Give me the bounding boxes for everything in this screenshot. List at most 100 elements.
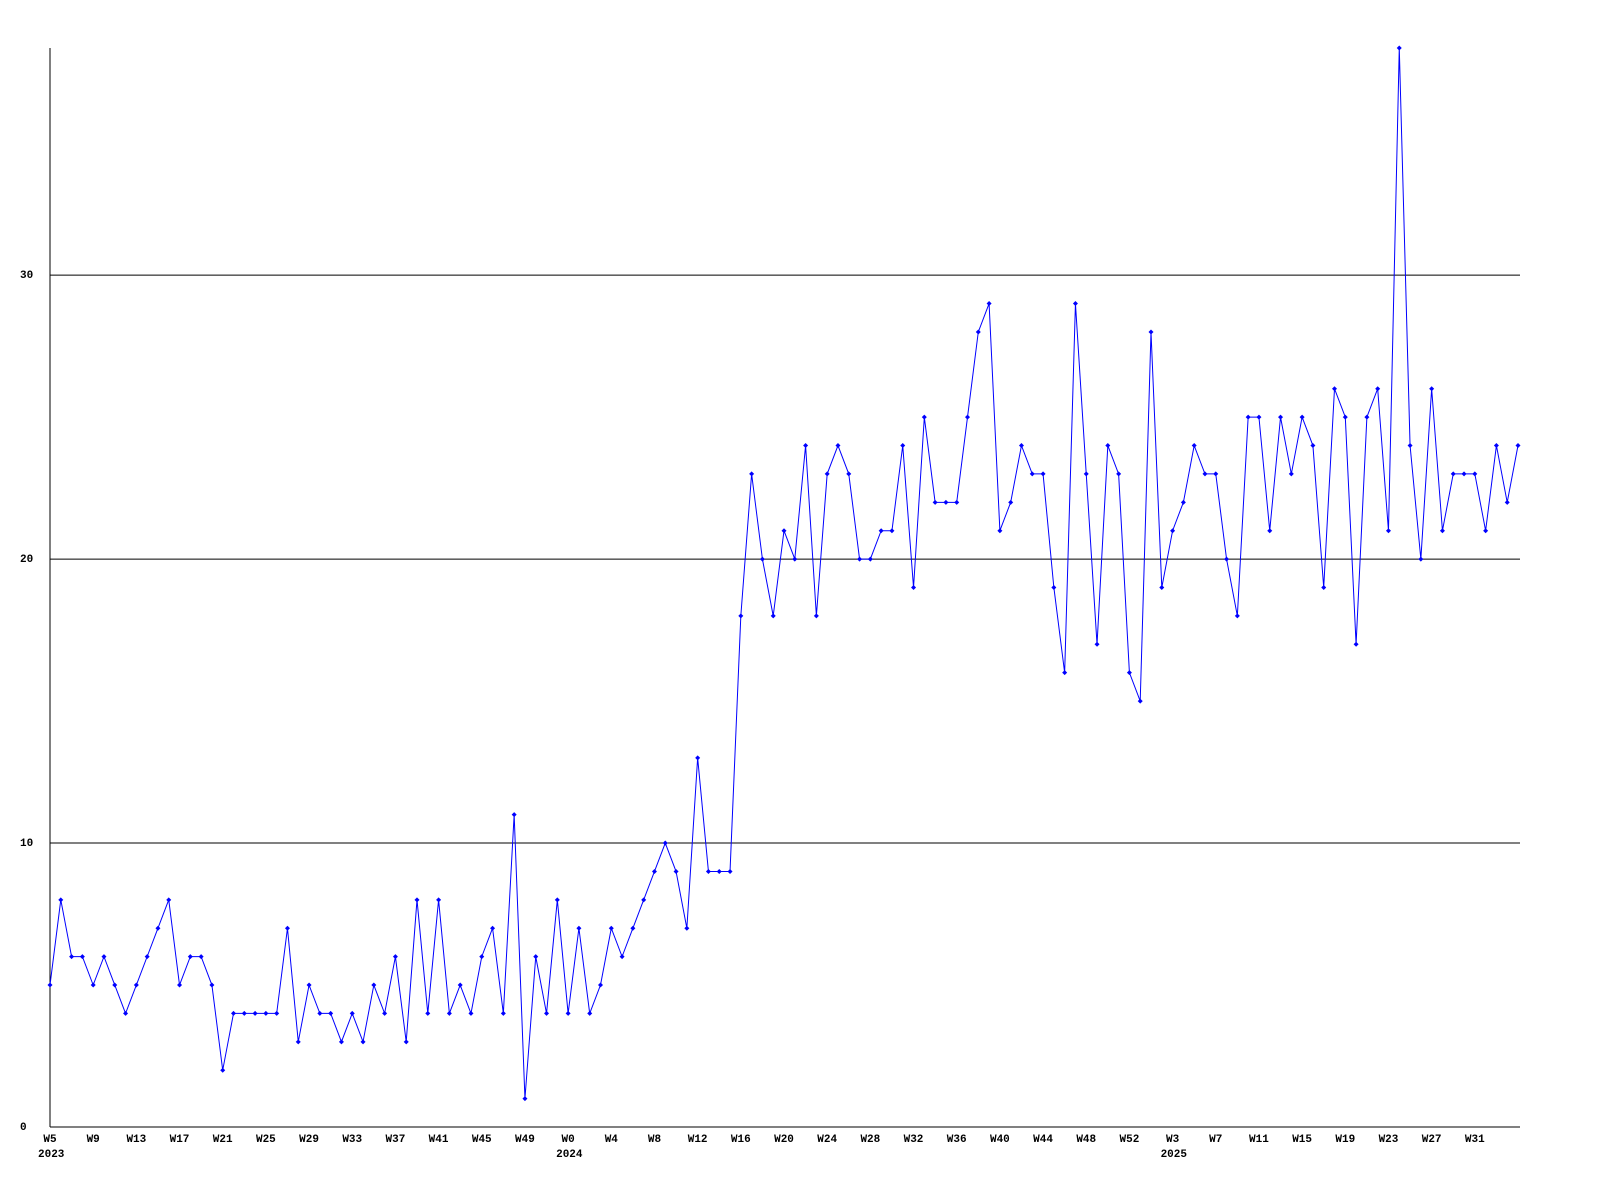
x-tick-label: W0 bbox=[562, 1134, 575, 1146]
data-point bbox=[274, 1010, 280, 1016]
data-point bbox=[1094, 641, 1100, 647]
x-tick-label: W23 bbox=[1379, 1134, 1399, 1146]
x-tick-label: W7 bbox=[1209, 1134, 1222, 1146]
x-tick-label: W19 bbox=[1335, 1134, 1355, 1146]
data-point bbox=[1515, 443, 1521, 449]
data-point bbox=[1332, 386, 1337, 392]
data-point bbox=[306, 982, 312, 988]
data-point bbox=[220, 1067, 226, 1073]
data-point bbox=[1137, 698, 1143, 704]
data-point bbox=[986, 301, 992, 307]
x-tick-label: W11 bbox=[1249, 1134, 1269, 1146]
data-point bbox=[144, 954, 150, 960]
x-tick-label: W15 bbox=[1292, 1134, 1312, 1146]
x-tick-label: W8 bbox=[648, 1134, 662, 1146]
data-point bbox=[187, 954, 193, 960]
x-tick-label: W16 bbox=[731, 1134, 751, 1146]
data-point bbox=[608, 925, 614, 931]
data-point bbox=[1299, 414, 1305, 420]
data-point bbox=[727, 868, 733, 874]
year-label: 2023 bbox=[38, 1149, 65, 1161]
data-point bbox=[1267, 528, 1273, 534]
y-tick-label: 0 bbox=[20, 1122, 27, 1134]
data-point bbox=[177, 982, 183, 988]
x-tick-label: W41 bbox=[429, 1134, 449, 1146]
data-point bbox=[792, 556, 798, 562]
data-point bbox=[1245, 414, 1251, 420]
data-point bbox=[684, 925, 690, 931]
data-point bbox=[1105, 443, 1111, 449]
data-point bbox=[112, 982, 118, 988]
data-point bbox=[1504, 499, 1510, 505]
data-point bbox=[1483, 528, 1489, 534]
data-point bbox=[1418, 556, 1424, 562]
data-point bbox=[997, 528, 1003, 534]
data-point bbox=[1407, 443, 1413, 449]
data-point bbox=[770, 613, 776, 619]
y-tick-label: 30 bbox=[20, 270, 33, 282]
data-point bbox=[479, 954, 485, 960]
x-tick-label: W13 bbox=[126, 1134, 146, 1146]
data-point bbox=[619, 954, 625, 960]
data-point bbox=[1018, 443, 1024, 449]
data-point bbox=[338, 1039, 344, 1045]
data-point bbox=[781, 528, 787, 534]
data-point bbox=[867, 556, 873, 562]
data-point bbox=[1224, 556, 1230, 562]
data-point bbox=[1429, 386, 1435, 392]
data-point bbox=[1170, 528, 1176, 534]
data-point bbox=[587, 1010, 593, 1016]
x-tick-label: W36 bbox=[947, 1134, 967, 1146]
x-tick-label: W45 bbox=[472, 1134, 492, 1146]
data-point bbox=[1191, 443, 1197, 449]
data-point bbox=[975, 329, 981, 335]
data-point bbox=[889, 528, 895, 534]
data-point bbox=[1051, 585, 1057, 590]
x-tick-label: W9 bbox=[87, 1134, 100, 1146]
x-tick-label: W48 bbox=[1076, 1134, 1096, 1146]
data-point bbox=[371, 982, 377, 988]
data-point bbox=[1321, 585, 1327, 590]
data-point bbox=[209, 982, 215, 988]
data-point bbox=[1364, 414, 1370, 420]
data-point bbox=[1159, 585, 1165, 590]
data-point bbox=[1439, 528, 1445, 534]
x-tick-label: W12 bbox=[688, 1134, 708, 1146]
data-point bbox=[1148, 329, 1154, 335]
data-point bbox=[1472, 471, 1478, 477]
x-tick-label: W21 bbox=[213, 1134, 233, 1146]
data-point bbox=[1450, 471, 1456, 477]
data-point bbox=[1062, 670, 1068, 676]
data-point bbox=[554, 897, 560, 903]
data-point bbox=[965, 414, 970, 420]
data-point bbox=[738, 613, 744, 619]
data-point bbox=[284, 925, 290, 931]
x-tick-label: W4 bbox=[605, 1134, 619, 1146]
x-tick-label: W5 bbox=[43, 1134, 57, 1146]
x-tick-label: W24 bbox=[817, 1134, 837, 1146]
x-tick-label: W31 bbox=[1465, 1134, 1485, 1146]
year-label: 2025 bbox=[1161, 1149, 1188, 1161]
data-point bbox=[1029, 471, 1035, 477]
data-point bbox=[878, 528, 884, 534]
data-point bbox=[1234, 613, 1240, 619]
data-point bbox=[943, 499, 949, 505]
data-point bbox=[231, 1010, 236, 1016]
data-point bbox=[954, 499, 960, 505]
data-point bbox=[565, 1010, 571, 1016]
data-point bbox=[576, 925, 582, 931]
data-point bbox=[1180, 499, 1186, 505]
data-point bbox=[716, 868, 722, 874]
data-point bbox=[403, 1039, 409, 1045]
data-point bbox=[317, 1010, 323, 1016]
data-point bbox=[835, 443, 841, 449]
data-point bbox=[824, 471, 830, 477]
data-point bbox=[857, 556, 863, 562]
data-point bbox=[921, 414, 927, 420]
data-point bbox=[1310, 443, 1316, 449]
data-point bbox=[436, 897, 442, 903]
data-point bbox=[1288, 471, 1294, 477]
data-point bbox=[1008, 499, 1014, 505]
